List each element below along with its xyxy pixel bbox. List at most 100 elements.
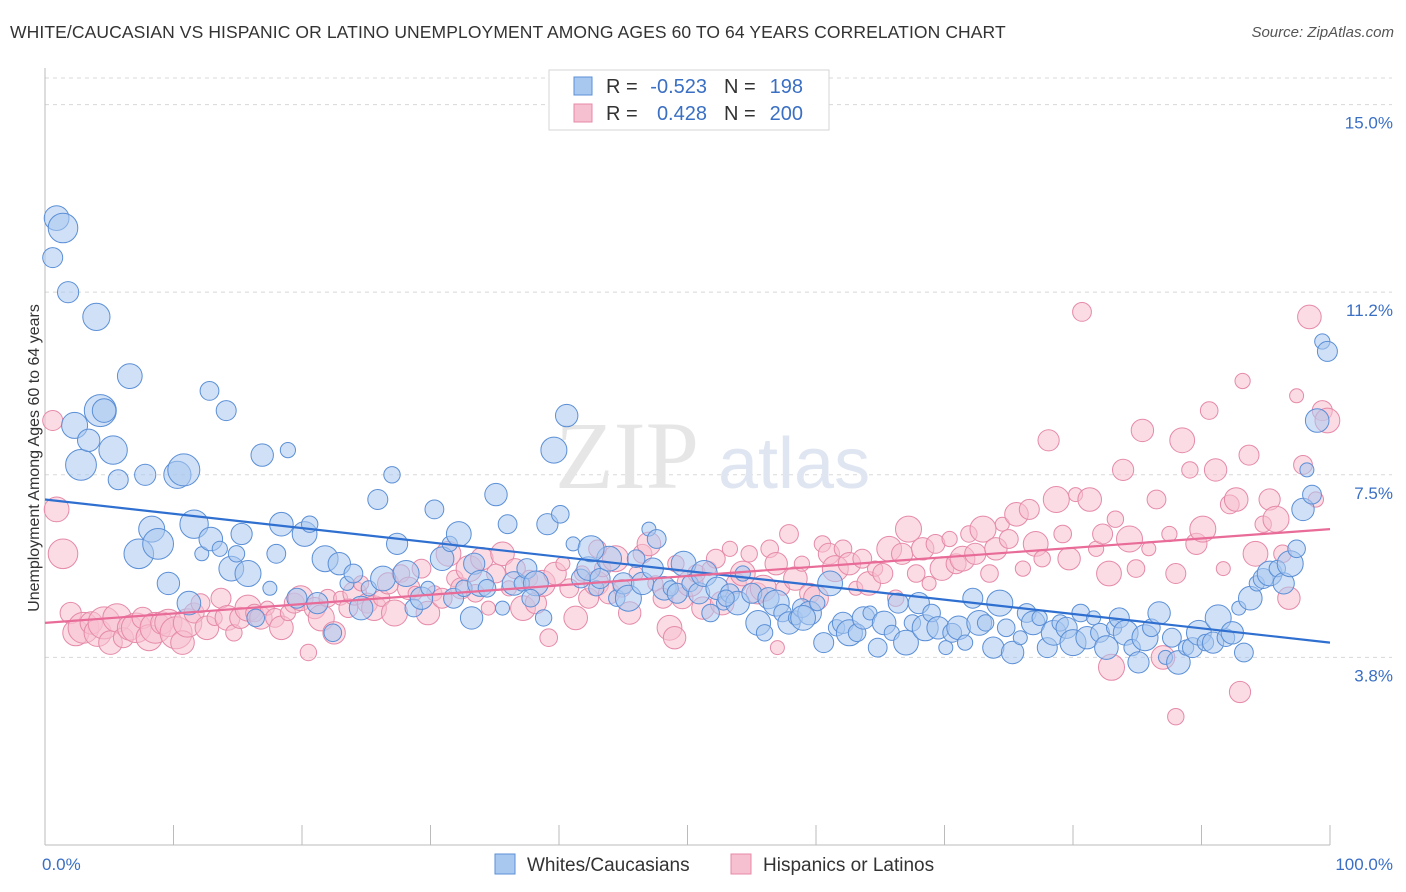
white-point [626,549,646,569]
white-point [495,600,510,616]
white-point [867,637,888,658]
hispanic-point [764,552,788,576]
hispanic-point [1053,524,1072,544]
white-point [701,603,720,623]
legend-swatch-blue [573,76,593,96]
legend: R = -0.523 N = 198 R = 0.428 N = 200 [548,69,830,131]
hispanic-point [299,643,318,662]
white-point [348,595,374,621]
x-tick-label: 0.0% [42,855,81,874]
white-point [646,529,667,549]
white-point [1012,630,1028,646]
white-point [477,579,497,598]
white-point [1234,642,1254,663]
legend-n-label-1: N = [724,76,756,98]
hispanic-point [941,530,958,548]
hispanic-point [769,640,785,656]
bottom-legend-swatch-blue [494,853,516,875]
hispanic-point [42,410,64,431]
y-tick-labels: 3.8% 7.5% 11.2% 15.0% [1345,114,1393,686]
chart-title: WHITE/CAUCASIAN VS HISPANIC OR LATINO UN… [10,22,1006,42]
white-point [82,302,111,331]
white-point [57,281,80,304]
white-point [142,528,175,560]
hispanic-point [921,575,937,591]
white-point [577,535,605,563]
white-point [1031,609,1048,627]
white-point [996,618,1016,638]
white-point [809,595,826,612]
white-point [246,608,265,628]
hispanic-point [1141,541,1157,557]
white-point [420,580,436,596]
white-point [107,469,129,491]
legend-n-value-1: 198 [770,76,803,98]
hispanic-point [1106,510,1125,528]
legend-r-label-1: R = [606,76,638,98]
white-point [65,449,97,481]
hispanic-point [1262,505,1290,533]
hispanic-point [1072,302,1092,322]
white-point [589,568,611,589]
white-point [215,400,237,422]
legend-r-value-1: -0.523 [650,76,707,98]
legend-swatch-pink [573,103,593,123]
hispanic-point [539,628,559,648]
bottom-legend-swatch-pink [730,853,752,875]
hispanic-point [1057,547,1081,571]
white-point [47,212,79,244]
white-point [1299,462,1315,478]
hispanic-point [969,515,997,543]
white-point [982,636,1005,659]
legend-n-value-2: 200 [770,103,803,125]
watermark-atlas: atlas [718,424,870,504]
hispanic-point [1189,515,1217,543]
hispanic-point [1169,427,1196,454]
y-tick-label: 7.5% [1354,484,1393,503]
white-point [386,532,409,556]
white-point [1162,627,1182,648]
white-point [790,605,816,631]
white-point [1287,539,1306,559]
axes [44,68,1331,846]
bottom-legend-label-white: Whites/Caucasians [527,855,690,876]
white-point [813,632,835,654]
hispanic-point [47,538,79,570]
hispanic-point [662,626,687,650]
white-point [91,398,117,423]
white-point [1316,340,1338,362]
white-point [392,560,420,587]
white-point [755,624,774,642]
white-point [1147,601,1171,625]
white-point [383,466,401,484]
hispanic-point [1223,487,1249,512]
white-point [957,634,974,651]
hispanic-point [1199,401,1219,420]
hispanic-point [1092,523,1114,545]
hispanic-point [1165,563,1187,584]
bottom-legend-label-hispanic: Hispanics or Latinos [763,855,934,876]
white-point [424,499,445,520]
hispanic-point [43,496,70,523]
hispanic-point [779,524,799,544]
hispanic-point [1126,559,1146,578]
hispanic-point [1167,708,1185,726]
white-point [1000,640,1025,665]
hispanic-point [1112,458,1135,481]
white-point [962,587,984,609]
hispanic-point [895,515,922,543]
y-tick-label: 11.2% [1346,301,1393,320]
hispanic-point [1234,372,1251,390]
white-point [116,363,143,390]
white-point [227,545,246,563]
legend-n-label-2: N = [724,103,756,125]
white-point [211,540,228,557]
y-tick-label: 3.8% [1354,666,1393,685]
white-point [167,453,201,487]
white-point [459,606,484,630]
hispanic-point [740,545,758,563]
hispanic-point [381,599,408,627]
hispanic-point [1116,525,1143,553]
hispanic-point [1215,561,1231,577]
hispanic-point [1161,525,1178,543]
